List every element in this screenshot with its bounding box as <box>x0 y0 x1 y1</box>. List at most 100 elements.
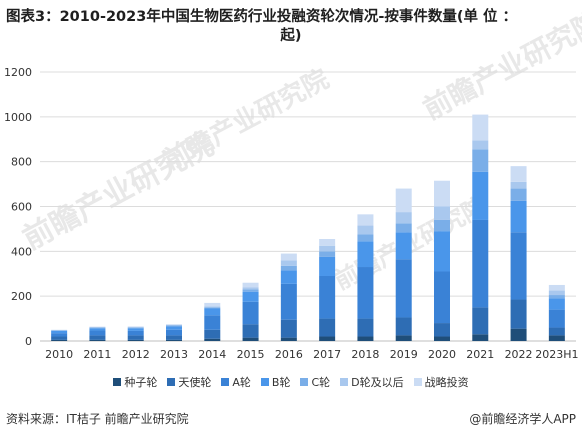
legend-swatch <box>221 378 230 386</box>
y-tick-label: 1200 <box>4 66 32 79</box>
bar-segment <box>510 166 527 182</box>
bar-segment <box>510 328 527 341</box>
legend-swatch <box>300 378 309 386</box>
grid <box>40 71 576 342</box>
bar-segment <box>280 270 297 284</box>
bar-segment <box>357 234 374 242</box>
bar-segment <box>548 309 565 328</box>
bar-segment <box>204 306 221 308</box>
watermark-text: 前瞻产业研究院 <box>418 5 582 126</box>
bar-segment <box>204 315 221 330</box>
legend: 种子轮 天使轮 A轮 B轮 C轮 D轮及以后 战略投资 <box>0 374 582 390</box>
bar-segment <box>127 328 144 331</box>
bar-segment <box>434 206 450 220</box>
bar-segment <box>280 265 297 271</box>
bar-segment <box>242 289 259 292</box>
bar-segment <box>89 339 106 341</box>
legend-item: 天使轮 <box>167 374 211 390</box>
x-axis: 2010 2011 2012 2013 2014 2015 2016 2017 2018 2019… <box>45 348 578 361</box>
bar-segment <box>357 318 374 337</box>
bar-segment <box>548 295 565 299</box>
x-tick-label: 2019 <box>390 348 418 361</box>
legend-item: 种子轮 <box>113 374 157 390</box>
x-tick-label: 2012 <box>122 348 150 361</box>
bar-segment <box>166 324 182 325</box>
watermark-text: 前瞻产业研究院 <box>159 63 334 176</box>
bar-segment <box>204 302 221 307</box>
bar-segment <box>127 326 144 328</box>
bar-segment <box>510 188 527 201</box>
bar-segment <box>127 327 144 329</box>
y-axis: 0 200 400 600 800 1000 1200 <box>4 66 32 348</box>
legend-item: 战略投资 <box>413 374 469 390</box>
bar-segment <box>395 317 412 336</box>
bar-segment <box>89 328 106 331</box>
bar-segment <box>280 319 297 338</box>
bar-segment <box>242 301 259 325</box>
bar-segment <box>166 324 182 326</box>
legend-label: C轮 <box>311 376 331 389</box>
bar-segment <box>319 245 336 252</box>
bar-segment <box>166 329 182 336</box>
bar-segment <box>319 256 336 276</box>
bar-segment <box>510 232 527 300</box>
bar-segment <box>51 336 68 340</box>
bar-segment <box>472 334 489 341</box>
bar-segment <box>357 336 374 341</box>
bar-segment <box>395 188 412 213</box>
brand-note: @前瞻经济学人APP <box>469 412 576 426</box>
legend-item: C轮 <box>300 374 330 390</box>
bar-segment <box>280 283 297 320</box>
bar-segment <box>357 225 374 235</box>
bar-segment <box>319 336 336 341</box>
bar-segment <box>51 339 68 341</box>
x-tick-label: 2015 <box>237 348 265 361</box>
bar-segment <box>357 214 374 226</box>
bar-segment <box>51 333 68 337</box>
bar-segment <box>395 232 412 260</box>
bar-segment <box>242 282 259 288</box>
x-tick-label: 2020 <box>428 348 456 361</box>
x-tick-label: 2023H1 <box>535 348 578 361</box>
x-tick-label: 2013 <box>160 348 188 361</box>
legend-swatch <box>260 378 269 386</box>
bar-segment <box>242 287 259 290</box>
bar-segment <box>319 251 336 257</box>
bar-segment <box>434 323 450 337</box>
y-tick-label: 200 <box>11 290 32 303</box>
bar-segment <box>89 335 106 340</box>
bar-segment <box>434 180 450 207</box>
bar-segment <box>472 219 489 308</box>
bar-segment <box>510 299 527 329</box>
x-tick-label: 2018 <box>351 348 379 361</box>
bar-segment <box>89 330 106 336</box>
bar-segment <box>472 149 489 172</box>
bar-segment <box>434 336 450 341</box>
bar-segment <box>127 335 144 340</box>
bar-segment <box>472 114 489 141</box>
legend-label: A轮 <box>232 376 251 389</box>
legend-label: B轮 <box>271 376 291 389</box>
legend-label: 种子轮 <box>124 376 158 389</box>
legend-item: B轮 <box>260 374 291 390</box>
bar-segment <box>204 308 221 316</box>
bar-segment <box>242 337 259 341</box>
chart-title: 图表3：2010-2023年中国生物医药行业投融资轮次情况-按事件数量(单 位 … <box>6 8 576 46</box>
x-tick-label: 2021 <box>466 348 494 361</box>
bar-segment <box>166 326 182 330</box>
bar-segment <box>204 329 221 339</box>
legend-swatch <box>167 378 176 386</box>
bar-segment <box>319 239 336 246</box>
bar-segment <box>242 291 259 302</box>
bar-segment <box>510 181 527 189</box>
legend-swatch <box>340 378 349 386</box>
bar-segment <box>204 307 221 309</box>
chart-title-line2: 起) <box>280 28 302 44</box>
bar-segment <box>280 260 297 266</box>
bar-segment <box>89 327 106 329</box>
x-tick-label: 2016 <box>275 348 303 361</box>
bar-segment <box>319 318 336 337</box>
bar-segment <box>166 325 182 327</box>
bar-segment <box>395 212 412 224</box>
source-note: 资料来源：IT桔子 前瞻产业研究院 <box>6 412 189 426</box>
